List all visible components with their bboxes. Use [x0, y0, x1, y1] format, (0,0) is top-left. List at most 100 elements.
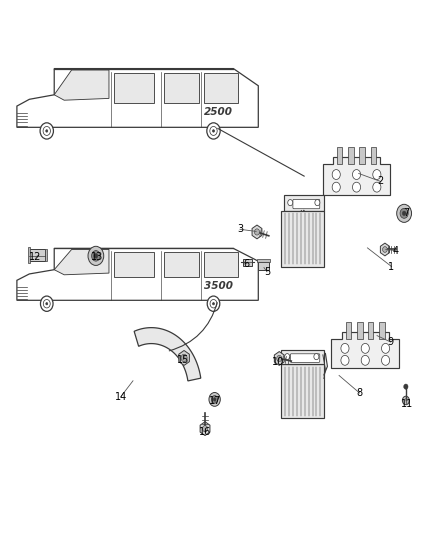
Bar — [45, 249, 47, 261]
Circle shape — [46, 303, 48, 305]
Text: 3: 3 — [237, 224, 243, 235]
Circle shape — [94, 254, 98, 259]
Text: 8: 8 — [357, 388, 363, 398]
Circle shape — [207, 296, 220, 311]
Circle shape — [341, 343, 349, 353]
FancyBboxPatch shape — [293, 199, 320, 209]
Polygon shape — [274, 352, 284, 366]
Polygon shape — [337, 147, 343, 165]
Polygon shape — [17, 248, 258, 300]
Circle shape — [382, 247, 387, 252]
Circle shape — [40, 296, 53, 311]
Polygon shape — [281, 211, 324, 266]
Circle shape — [212, 395, 218, 403]
Text: 11: 11 — [401, 399, 413, 409]
Circle shape — [210, 300, 217, 308]
Bar — [257, 259, 270, 262]
Circle shape — [397, 204, 412, 222]
Polygon shape — [204, 252, 238, 277]
Circle shape — [92, 251, 100, 261]
Polygon shape — [380, 243, 389, 256]
Text: 16: 16 — [199, 427, 211, 438]
Circle shape — [332, 182, 340, 192]
Circle shape — [381, 356, 390, 365]
Circle shape — [209, 392, 220, 406]
Bar — [258, 262, 269, 270]
Bar — [243, 259, 252, 266]
Polygon shape — [164, 252, 198, 277]
Circle shape — [403, 396, 410, 405]
Circle shape — [400, 208, 408, 219]
Circle shape — [353, 182, 360, 192]
Text: 5: 5 — [264, 267, 270, 277]
Circle shape — [373, 182, 381, 192]
Circle shape — [277, 356, 282, 361]
Polygon shape — [281, 364, 324, 418]
Polygon shape — [17, 69, 258, 127]
Text: 13: 13 — [91, 252, 103, 262]
FancyBboxPatch shape — [290, 354, 320, 362]
Polygon shape — [200, 422, 210, 435]
Text: 4: 4 — [393, 246, 399, 255]
Circle shape — [210, 126, 217, 135]
Circle shape — [43, 126, 50, 135]
Polygon shape — [54, 249, 109, 275]
Polygon shape — [368, 322, 373, 339]
Circle shape — [315, 199, 320, 206]
Circle shape — [353, 169, 360, 180]
Circle shape — [212, 303, 215, 305]
Text: 3500: 3500 — [204, 281, 233, 291]
Polygon shape — [114, 252, 154, 277]
Text: 1: 1 — [389, 262, 395, 271]
Circle shape — [254, 229, 260, 235]
Text: 2500: 2500 — [204, 107, 233, 117]
Polygon shape — [281, 350, 324, 364]
Text: 17: 17 — [209, 396, 222, 406]
Circle shape — [404, 384, 408, 389]
Text: 9: 9 — [388, 337, 394, 347]
Text: 14: 14 — [115, 392, 127, 402]
Bar — [28, 247, 29, 263]
Circle shape — [212, 130, 215, 132]
Text: 10: 10 — [272, 357, 285, 367]
Circle shape — [373, 169, 381, 180]
Circle shape — [314, 353, 319, 360]
Circle shape — [181, 354, 187, 362]
Circle shape — [40, 123, 53, 139]
Polygon shape — [134, 328, 201, 381]
Polygon shape — [164, 73, 198, 103]
Polygon shape — [54, 70, 109, 100]
Text: 2: 2 — [378, 176, 384, 187]
Circle shape — [213, 398, 216, 401]
Polygon shape — [346, 322, 351, 339]
Circle shape — [341, 356, 349, 365]
Polygon shape — [359, 147, 365, 165]
Bar — [28, 249, 45, 261]
Circle shape — [285, 353, 290, 360]
Polygon shape — [114, 73, 154, 103]
Circle shape — [202, 425, 208, 432]
Circle shape — [381, 343, 390, 353]
Polygon shape — [284, 195, 324, 211]
Text: 15: 15 — [177, 354, 189, 365]
Polygon shape — [357, 322, 363, 339]
Circle shape — [46, 130, 48, 132]
Polygon shape — [204, 73, 238, 103]
Circle shape — [361, 356, 369, 365]
Circle shape — [88, 246, 104, 265]
Polygon shape — [379, 322, 385, 339]
Circle shape — [207, 123, 220, 139]
Polygon shape — [348, 147, 354, 165]
Circle shape — [361, 343, 369, 353]
Circle shape — [288, 199, 293, 206]
Polygon shape — [323, 157, 390, 195]
Polygon shape — [371, 147, 376, 165]
Text: 7: 7 — [404, 208, 410, 219]
Text: 12: 12 — [29, 252, 42, 262]
Circle shape — [402, 211, 406, 215]
Text: 6: 6 — [244, 259, 250, 269]
Circle shape — [43, 300, 50, 308]
Polygon shape — [332, 332, 399, 368]
Circle shape — [332, 169, 340, 180]
Polygon shape — [252, 225, 262, 239]
